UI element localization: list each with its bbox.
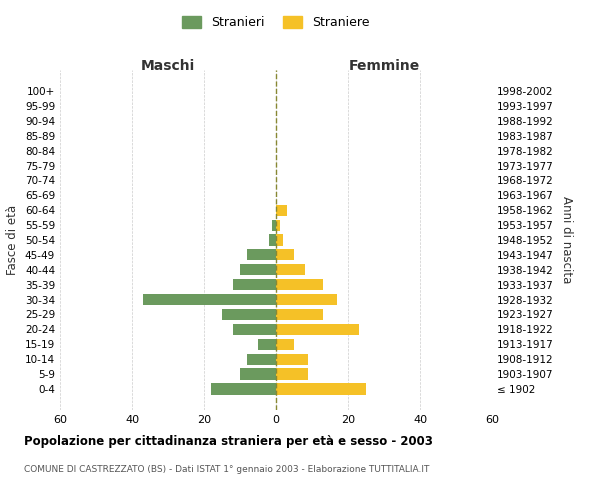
Bar	[240, 368, 276, 380]
Bar	[233, 324, 276, 335]
Legend: Stranieri, Straniere: Stranieri, Straniere	[178, 11, 374, 34]
Bar	[276, 324, 359, 335]
Bar	[276, 368, 308, 380]
Bar	[247, 354, 276, 365]
Bar	[276, 294, 337, 305]
Bar	[222, 309, 276, 320]
Bar	[276, 279, 323, 290]
Bar	[276, 250, 294, 260]
Text: Femmine: Femmine	[349, 59, 419, 73]
Bar	[276, 309, 323, 320]
Text: Maschi: Maschi	[141, 59, 195, 73]
Bar	[272, 220, 276, 230]
Bar	[276, 204, 287, 216]
Bar	[276, 338, 294, 350]
Bar	[276, 220, 280, 230]
Bar	[258, 338, 276, 350]
Text: COMUNE DI CASTREZZATO (BS) - Dati ISTAT 1° gennaio 2003 - Elaborazione TUTTITALI: COMUNE DI CASTREZZATO (BS) - Dati ISTAT …	[24, 465, 430, 474]
Bar	[211, 384, 276, 394]
Bar	[143, 294, 276, 305]
Bar	[276, 264, 305, 276]
Bar	[276, 384, 366, 394]
Bar	[233, 279, 276, 290]
Bar	[247, 250, 276, 260]
Y-axis label: Fasce di età: Fasce di età	[7, 205, 19, 275]
Bar	[276, 234, 283, 246]
Bar	[240, 264, 276, 276]
Y-axis label: Anni di nascita: Anni di nascita	[560, 196, 573, 284]
Text: Popolazione per cittadinanza straniera per età e sesso - 2003: Popolazione per cittadinanza straniera p…	[24, 435, 433, 448]
Bar	[269, 234, 276, 246]
Bar	[276, 354, 308, 365]
